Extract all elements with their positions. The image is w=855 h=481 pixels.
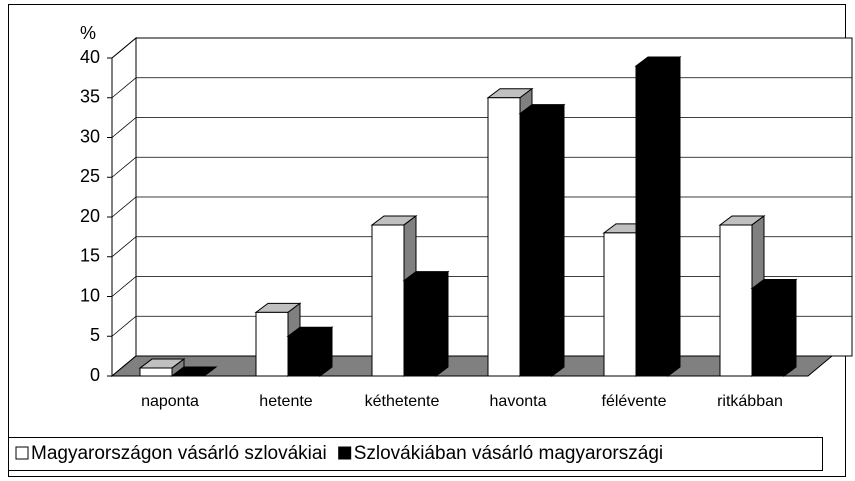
bar: [518, 103, 566, 377]
x-tick-label: havonta: [490, 393, 547, 410]
bar-face: [635, 65, 669, 377]
x-tick-label: hetente: [259, 393, 312, 410]
x-tick-label: ritkábban: [717, 393, 783, 410]
legend: [8, 437, 823, 471]
y-tick-label: 25: [80, 166, 100, 186]
bar-face: [603, 232, 637, 377]
y-tick-label: 0: [90, 365, 100, 385]
bar-face: [287, 335, 321, 377]
legend-swatch: [15, 446, 29, 460]
grid-line: [111, 117, 852, 138]
bar: [634, 55, 682, 377]
bar-face: [139, 367, 173, 377]
bar: [138, 358, 186, 377]
bar-face: [783, 278, 797, 377]
bar-face: [667, 55, 681, 377]
y-axis-label: %: [80, 23, 96, 43]
bar-face: [203, 366, 217, 377]
grid-line: [111, 37, 852, 59]
y-tick-label: 30: [80, 126, 100, 146]
y-tick-label: 40: [80, 47, 100, 67]
bar: [286, 326, 334, 377]
legend-label: Magyarországon vásárló szlovákiai: [31, 443, 327, 464]
bar: [750, 278, 798, 377]
y-tick-label: 10: [80, 285, 100, 305]
bar-face: [435, 270, 449, 377]
bar-face: [551, 103, 565, 377]
bar: [402, 270, 450, 377]
y-tick-label: 15: [80, 246, 100, 266]
grid-line: [111, 196, 852, 218]
bar: [170, 366, 218, 377]
y-tick-label: 20: [80, 206, 100, 226]
bar-face: [319, 326, 333, 377]
y-tick-label: 5: [90, 325, 100, 345]
grid-line: [111, 156, 852, 178]
bar-face: [519, 113, 553, 377]
legend-label: Szlovákiában vásárló magyarországi: [354, 443, 663, 464]
bar-face: [403, 280, 437, 377]
y-tick-label: 35: [80, 87, 100, 107]
bar-face: [487, 97, 521, 377]
bar-face: [719, 224, 753, 377]
x-tick-label: félévente: [602, 393, 667, 410]
bar-face: [751, 288, 785, 377]
grid-line: [111, 77, 852, 99]
bar-face: [371, 224, 405, 377]
bar-face: [255, 311, 289, 377]
x-tick-label: naponta: [141, 393, 199, 410]
x-tick-label: kéthetente: [365, 393, 440, 410]
legend-swatch: [338, 446, 352, 460]
